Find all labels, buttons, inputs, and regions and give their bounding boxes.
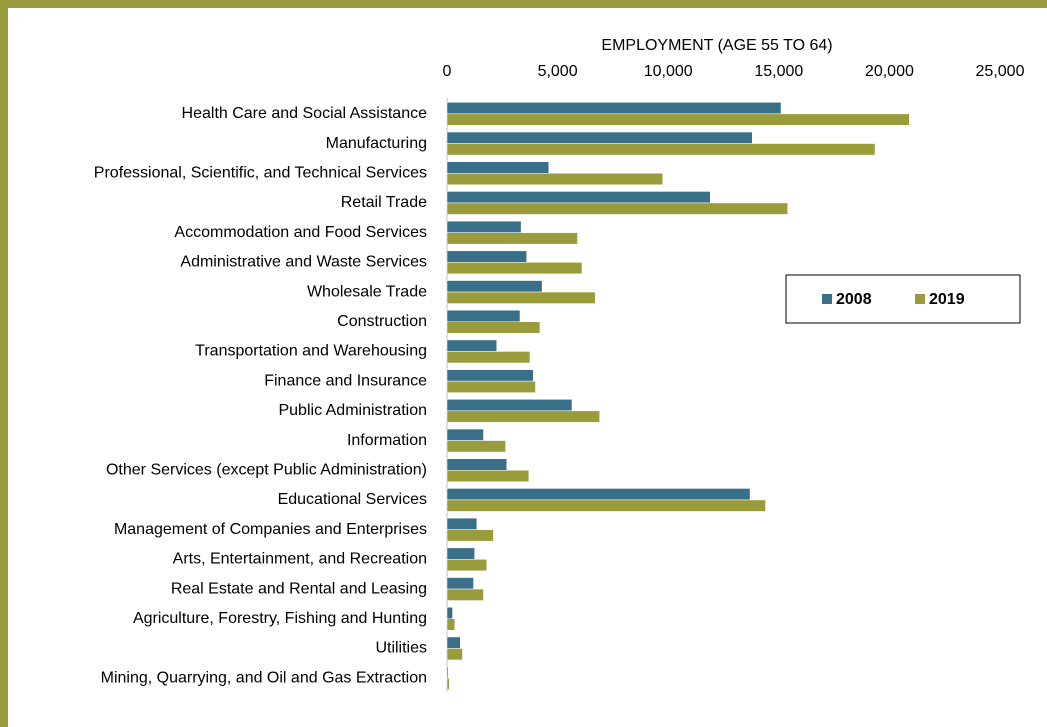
y-tick-label: Wholesale Trade [307,283,427,300]
bar [446,220,522,233]
legend-label: 2019 [929,291,965,308]
bar [446,143,876,156]
y-tick-label: Transportation and Warehousing [195,343,427,360]
y-tick-label: Real Estate and Rental and Leasing [171,580,427,597]
bar [446,399,573,412]
bar [446,339,498,352]
y-tick-label: Arts, Entertainment, and Recreation [173,551,427,568]
legend-swatch [915,294,925,304]
x-tick-label: 10,000 [644,63,693,80]
x-tick-label: 15,000 [754,63,803,80]
bar [446,440,506,453]
y-tick-label: Other Services (except Public Administra… [106,461,427,478]
bar [446,547,475,560]
bar [446,131,753,144]
x-tick-label: 25,000 [976,63,1025,80]
bar [446,191,711,204]
y-tick-label: Retail Trade [341,194,427,211]
bar [446,310,521,322]
y-tick-label: Finance and Insurance [264,372,427,389]
y-tick-label: Manufacturing [326,135,427,152]
bar [446,161,550,174]
y-tick-label: Public Administration [278,402,427,419]
bar [446,529,494,542]
axis-title: EMPLOYMENT (AGE 55 TO 64) [601,37,832,54]
y-tick-label: Information [347,432,427,449]
y-tick-label: Mining, Quarrying, and Oil and Gas Extra… [101,669,427,686]
bar [446,577,474,590]
y-tick-label: Management of Companies and Enterprises [114,521,427,538]
bar [446,677,450,690]
bar [446,499,766,512]
left-border [0,0,8,727]
bar [446,607,453,619]
top-border [0,0,1047,8]
bar [446,559,488,572]
bar [446,291,596,304]
y-tick-label: Educational Services [278,491,427,508]
bar [446,173,663,185]
bar [446,369,534,382]
bar [446,666,449,679]
bar [446,636,461,649]
y-tick-label: Professional, Scientific, and Technical … [94,164,427,181]
bar [446,380,536,393]
legend-box [785,274,1021,324]
bar [446,470,530,482]
bar [446,648,463,661]
bar [446,517,478,530]
y-tick-label: Health Care and Social Assistance [182,105,428,122]
bar [446,428,484,441]
legend-label: 2008 [836,291,872,308]
y-tick-label: Agriculture, Forestry, Fishing and Hunti… [133,610,427,627]
bar [446,102,782,115]
x-tick-label: 5,000 [538,63,578,80]
bar [446,113,910,126]
y-tick-label: Construction [337,313,427,330]
bar [446,458,507,471]
x-tick-label: 20,000 [865,63,914,80]
bar [446,250,527,263]
bar [446,202,788,215]
bar [446,280,543,293]
bar [446,351,531,364]
bar [446,588,484,601]
legend-swatch [822,294,832,304]
bar [446,618,455,631]
bar [446,410,600,423]
bar [446,262,583,275]
bar [446,321,541,334]
y-tick-label: Accommodation and Food Services [174,224,427,241]
x-tick-label: 0 [443,63,452,80]
bar [446,488,751,501]
y-tick-label: Utilities [375,640,427,657]
y-tick-label: Administrative and Waste Services [180,254,427,271]
bar [446,232,578,245]
